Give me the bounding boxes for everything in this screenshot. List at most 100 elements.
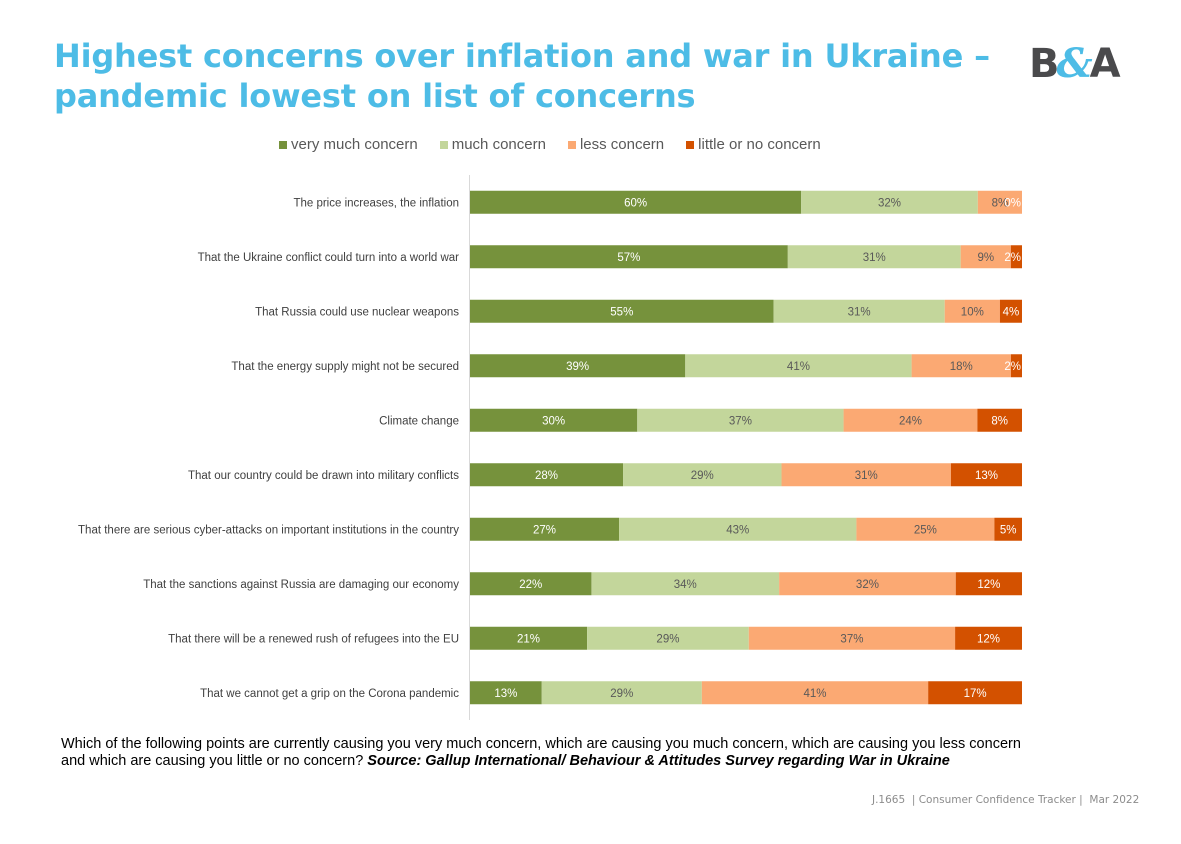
data-label-less: 25%	[914, 524, 937, 536]
data-label-little: 12%	[977, 633, 1000, 645]
bar-segment-very-much	[470, 408, 638, 432]
legend-label: much concern	[451, 136, 546, 153]
data-label-much: 31%	[848, 306, 871, 318]
legend-label: less concern	[579, 136, 665, 153]
category-label: That the energy supply might not be secu…	[231, 361, 459, 373]
data-label-very-much: 21%	[517, 633, 540, 645]
legend-item-less: less concern	[567, 136, 665, 153]
bar-segment-very-much	[470, 572, 592, 596]
legend-swatch-little	[686, 140, 695, 149]
data-label-little: 12%	[977, 579, 1000, 591]
bar-segment-less	[911, 354, 1011, 378]
category-label: That the Ukraine conflict could turn int…	[198, 252, 460, 264]
data-label-very-much: 28%	[535, 470, 558, 482]
data-label-little: 17%	[964, 688, 987, 700]
data-label-little: 2%	[1004, 361, 1021, 373]
legend-label: little or no concern	[698, 136, 821, 153]
bar-segment-little	[994, 517, 1022, 541]
data-label-less: 41%	[803, 688, 826, 700]
data-label-very-much: 22%	[519, 579, 542, 591]
bar-segment-much	[787, 245, 961, 269]
data-label-much: 41%	[787, 361, 810, 373]
data-label-less: 37%	[840, 633, 863, 645]
legend-label: very much concern	[291, 136, 418, 153]
bar-segment-much	[685, 354, 912, 378]
data-label-less: 31%	[855, 470, 878, 482]
bar-segment-little	[1010, 245, 1022, 269]
bar-segment-less	[856, 517, 995, 541]
category-label: The price increases, the inflation	[293, 197, 459, 209]
logo-letter-b: B	[1029, 41, 1059, 87]
data-label-less: 10%	[961, 306, 984, 318]
category-label: That our country could be drawn into mil…	[188, 470, 459, 482]
data-label-less: 32%	[856, 579, 879, 591]
bar-segment-much	[801, 190, 978, 214]
data-label-little: 4%	[1003, 306, 1020, 318]
data-label-much: 31%	[863, 252, 886, 264]
source-note: Source: Gallup International/ Behaviour …	[367, 753, 950, 769]
category-label: That we cannot get a grip on the Corona …	[200, 688, 459, 700]
bar-segment-very-much	[470, 517, 620, 541]
data-label-much: 37%	[729, 415, 752, 427]
data-label-very-much: 55%	[610, 306, 633, 318]
logo-letter-a: A	[1089, 41, 1121, 87]
data-label-much: 34%	[674, 579, 697, 591]
bar-segment-much	[591, 572, 780, 596]
data-label-very-much: 30%	[542, 415, 565, 427]
bar-segment-less	[781, 463, 951, 487]
bar-segment-much	[541, 681, 702, 705]
bar-segment-less	[977, 190, 1022, 214]
data-label-very-much: 39%	[566, 361, 589, 373]
footer-note: J.1665 | Consumer Confidence Tracker | M…	[872, 794, 1140, 806]
data-label-much: 32%	[878, 197, 901, 209]
data-label-very-much: 57%	[617, 252, 640, 264]
bar-segment-little	[977, 408, 1022, 432]
data-label-little: 0%	[1004, 197, 1021, 209]
data-label-less: 18%	[950, 361, 973, 373]
bar-segment-very-much	[470, 299, 774, 323]
bar-segment-much	[637, 408, 844, 432]
data-label-very-much: 13%	[494, 688, 517, 700]
bar-segment-very-much	[470, 354, 686, 378]
bar-segment-less	[748, 626, 956, 650]
legend-item-little: little or no concern	[686, 136, 821, 153]
data-label-much: 29%	[691, 470, 714, 482]
bars-group: The price increases, the inflation 60% 32%…	[78, 190, 1022, 705]
data-label-much: 29%	[610, 688, 633, 700]
data-label-less: 24%	[899, 415, 922, 427]
data-label-much: 29%	[656, 633, 679, 645]
data-label-less: 9%	[977, 252, 994, 264]
category-label: That there are serious cyber-attacks on …	[78, 524, 459, 536]
data-label-much: 43%	[726, 524, 749, 536]
ba-logo: B&A	[1029, 41, 1121, 87]
bar-segment-little	[928, 681, 1022, 705]
bar-segment-little	[950, 463, 1022, 487]
data-label-less: 8%	[992, 197, 1009, 209]
bar-segment-very-much	[470, 681, 542, 705]
bar-segment-much	[773, 299, 945, 323]
bar-segment-little	[955, 626, 1022, 650]
legend-swatch-less	[567, 140, 576, 149]
bar-segment-little	[955, 572, 1022, 596]
category-label: That the sanctions against Russia are da…	[143, 579, 459, 591]
title-line-1: Highest concerns over inflation and war …	[54, 37, 990, 75]
bar-segment-less	[843, 408, 978, 432]
category-label: Climate change	[379, 415, 459, 427]
bar-segment-little	[1010, 354, 1022, 378]
legend-item-very-much: very much concern	[279, 136, 418, 153]
legend-swatch-much	[439, 140, 448, 149]
bar-segment-very-much	[470, 463, 624, 487]
data-label-little: 13%	[975, 470, 998, 482]
data-label-little: 5%	[1000, 524, 1017, 536]
bar-segment-little	[999, 299, 1022, 323]
data-label-little: 8%	[991, 415, 1008, 427]
category-label: That Russia could use nuclear weapons	[255, 306, 459, 318]
data-label-very-much: 27%	[533, 524, 556, 536]
bar-segment-much	[587, 626, 749, 650]
legend-item-much: much concern	[439, 136, 546, 153]
bar-segment-very-much	[470, 190, 802, 214]
bar-segment-very-much	[470, 626, 588, 650]
bar-segment-less	[960, 245, 1011, 269]
question-text: Which of the following points are curren…	[61, 736, 1021, 769]
